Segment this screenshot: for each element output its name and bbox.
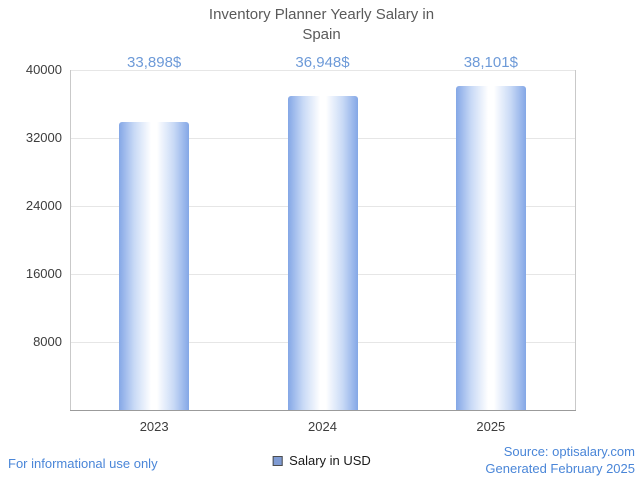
y-axis-tick-label: 8000 xyxy=(33,334,62,349)
gridline xyxy=(70,70,575,71)
source-text: Source: optisalary.com xyxy=(503,444,635,459)
y-axis-tick-label: 16000 xyxy=(25,266,62,281)
disclaimer-text: For informational use only xyxy=(8,456,158,471)
x-axis-category-label: 2023 xyxy=(139,419,169,434)
y-axis-line xyxy=(70,70,71,410)
legend-swatch xyxy=(272,455,283,466)
y-axis-tick-label: 32000 xyxy=(25,130,62,145)
bar xyxy=(455,86,526,410)
x-axis-category-label: 2024 xyxy=(308,419,337,434)
chart-legend[interactable]: Salary in USD xyxy=(272,453,371,468)
chart-title: Inventory Planner Yearly Salary in Spain xyxy=(208,6,435,43)
bar xyxy=(119,121,190,410)
x-axis-category-label: 2025 xyxy=(476,419,506,434)
source-block: Source: optisalary.com Generated Februar… xyxy=(485,443,635,477)
y-axis-tick-label: 24000 xyxy=(25,198,62,213)
bar-value-label: 33,898$ xyxy=(127,54,182,71)
bar xyxy=(287,95,358,410)
bar-value-label: 38,101$ xyxy=(463,54,518,71)
generated-text: Generated February 2025 xyxy=(485,461,635,476)
bar-value-label: 36,948$ xyxy=(295,54,350,71)
legend-label: Salary in USD xyxy=(289,453,371,468)
x-axis-line xyxy=(70,410,576,411)
y-axis-tick-label: 40000 xyxy=(25,62,62,77)
plot-right-border xyxy=(575,70,576,410)
